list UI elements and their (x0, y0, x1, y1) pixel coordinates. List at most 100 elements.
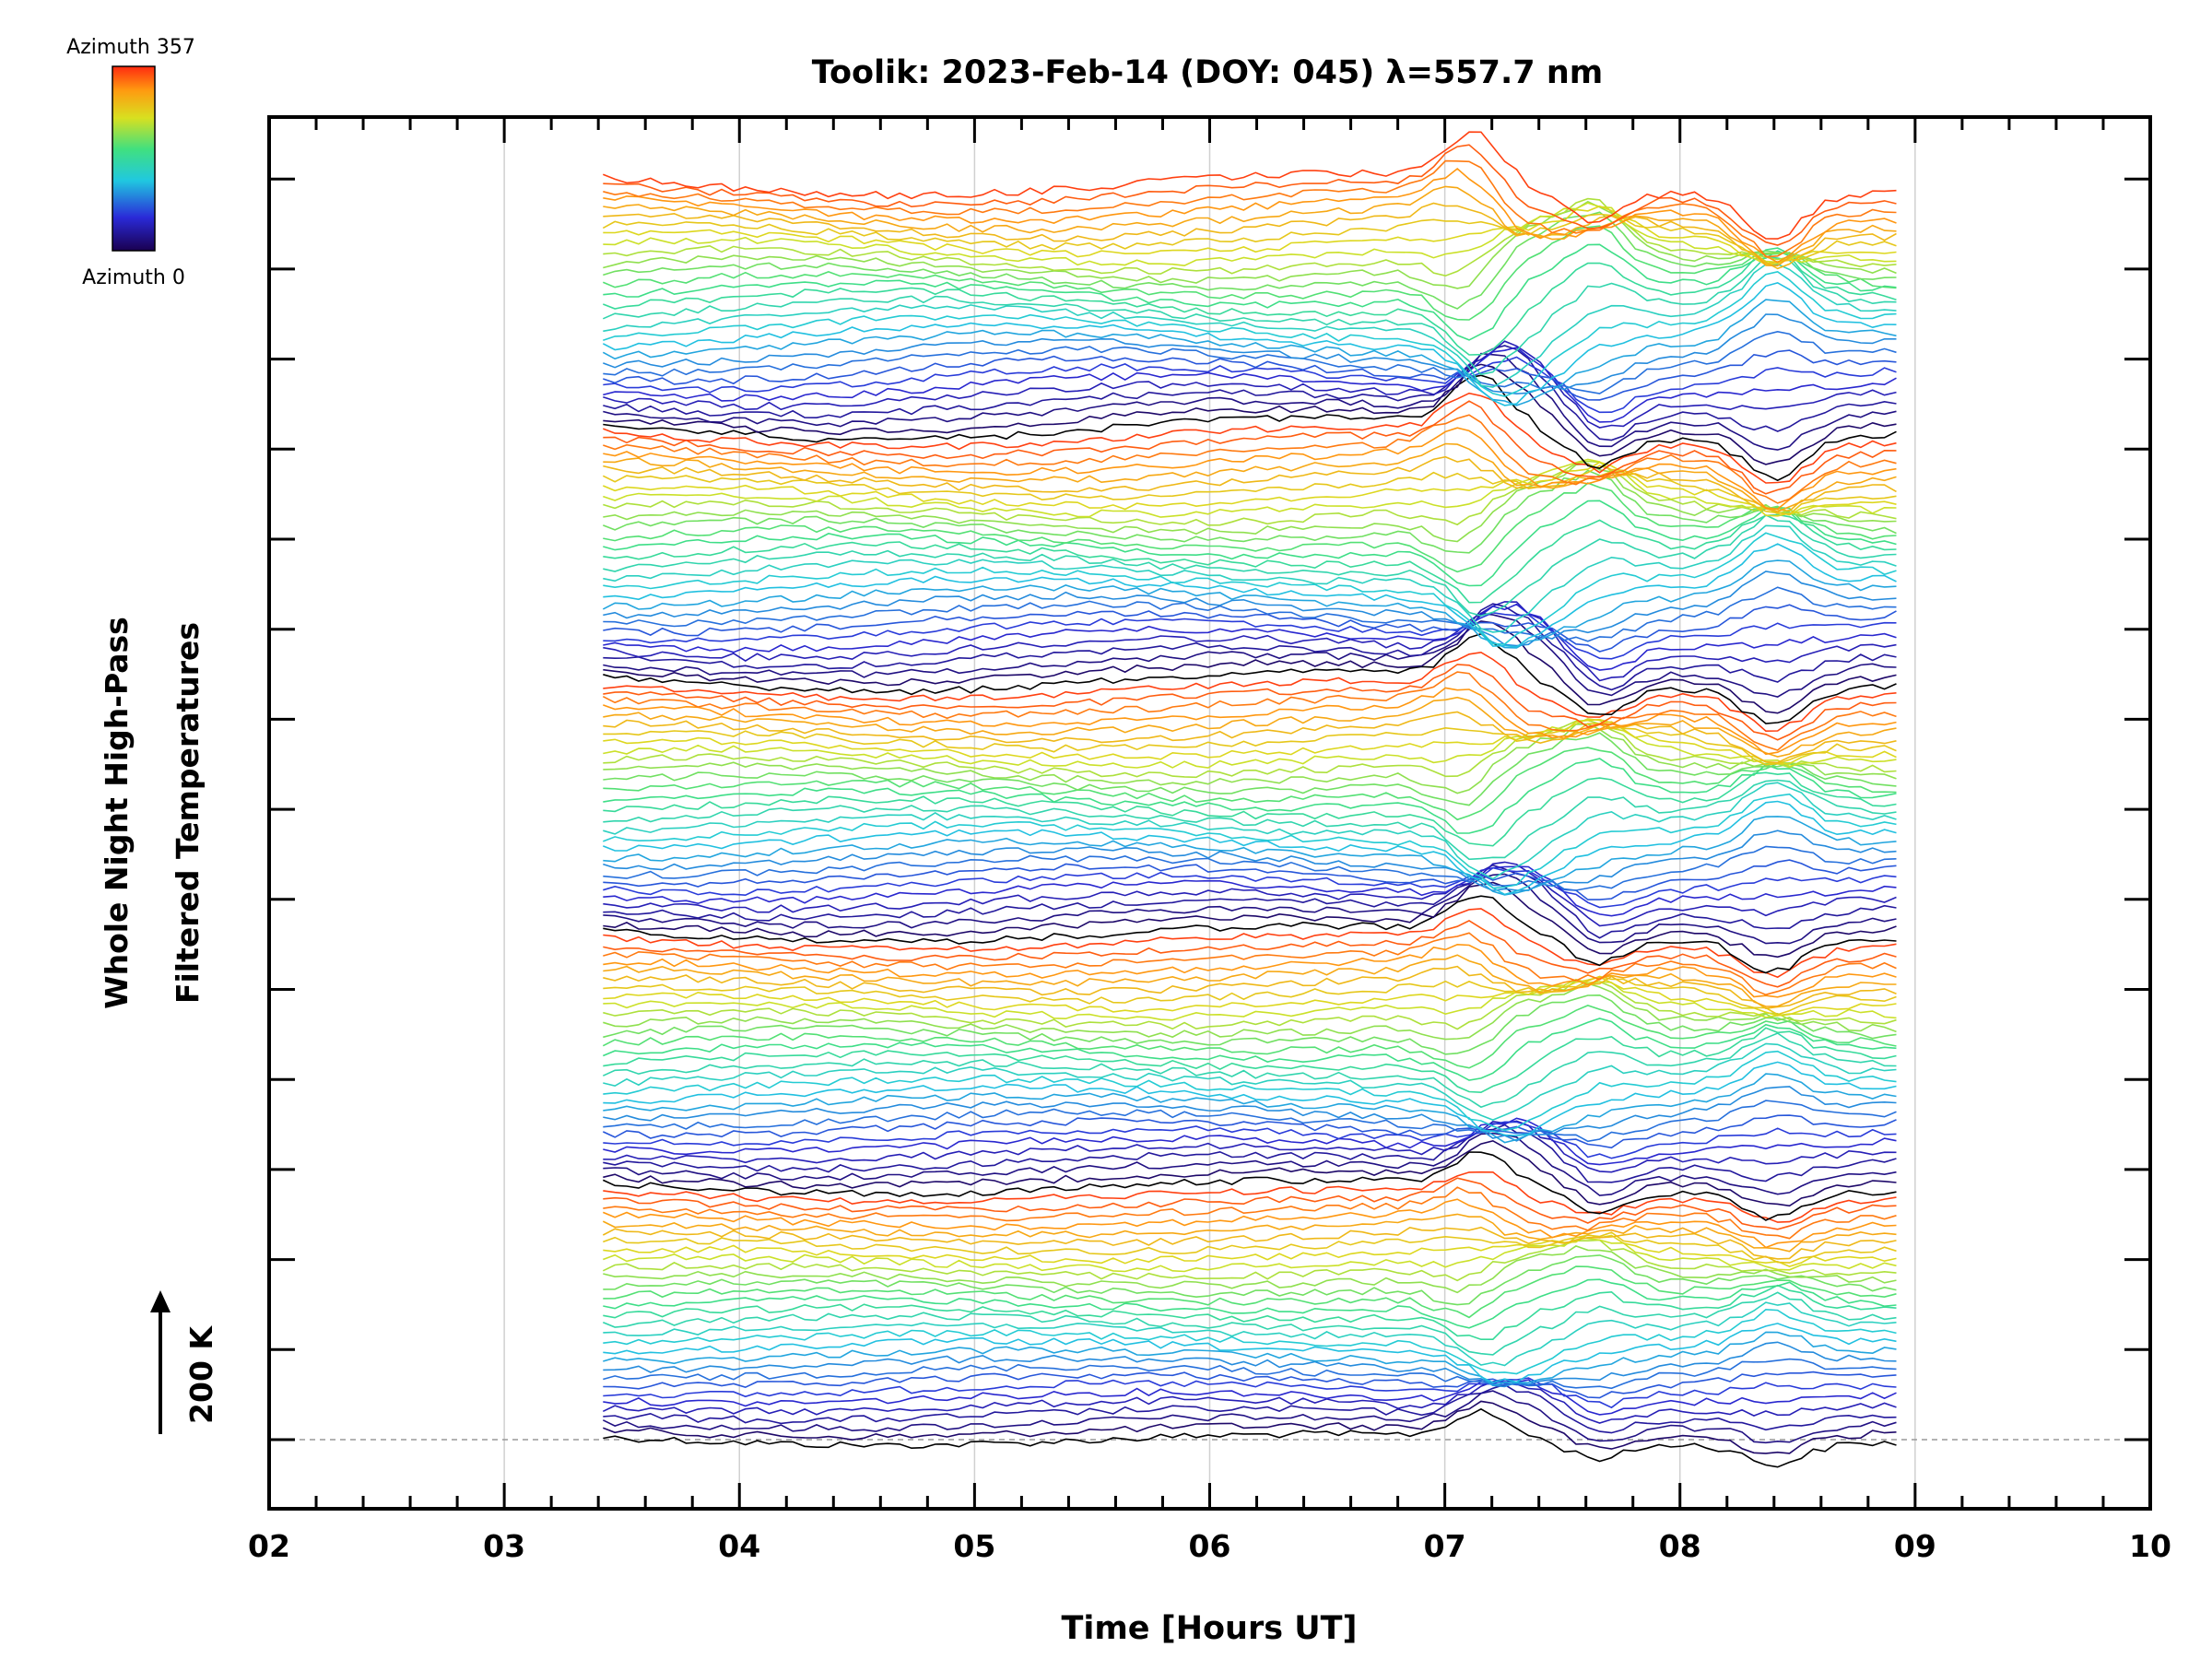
temperature-trace (603, 1291, 1897, 1356)
temperature-trace (603, 340, 1897, 429)
temperature-trace (603, 982, 1897, 1041)
temperature-trace (603, 374, 1897, 482)
temperature-trace (603, 460, 1897, 526)
temperature-traces (602, 131, 1897, 1468)
temperature-trace (603, 612, 1897, 698)
temperature-trace (603, 271, 1897, 397)
temperature-trace (602, 1378, 1897, 1424)
temperature-trace (603, 1171, 1897, 1223)
temperature-trace (603, 1231, 1897, 1264)
temperature-trace (603, 954, 1897, 1007)
temperature-trace (603, 197, 1897, 277)
x-tick-label: 04 (718, 1528, 760, 1564)
temperature-trace (603, 1245, 1897, 1294)
temperature-trace (603, 202, 1897, 267)
temperature-trace (602, 559, 1897, 649)
x-tick-label: 02 (248, 1528, 290, 1564)
temperature-trace (603, 400, 1897, 495)
scale-indicator: 200 K (150, 1290, 219, 1434)
colorbar: Azimuth 357 Azimuth 0 (66, 36, 195, 289)
temperature-trace (603, 975, 1897, 1016)
temperature-trace (603, 345, 1897, 441)
temperature-trace (603, 979, 1897, 1030)
temperature-trace (603, 1377, 1897, 1409)
temperature-trace (602, 1018, 1897, 1081)
temperature-trace (602, 1114, 1897, 1149)
temperature-trace (603, 793, 1897, 889)
temperature-trace (602, 1198, 1897, 1249)
temperature-trace (602, 1226, 1897, 1260)
temperature-trace (603, 532, 1897, 645)
temperature-trace (603, 800, 1897, 896)
scale-arrow-head (150, 1290, 171, 1312)
temperature-trace (603, 830, 1897, 892)
temperature-trace (603, 1177, 1897, 1230)
temperature-trace (603, 976, 1897, 1017)
chart-title: Toolik: 2023-Feb-14 (DOY: 045) λ=557.7 n… (812, 54, 1603, 91)
temperature-trace (603, 1284, 1897, 1340)
temperature-trace (603, 978, 1897, 1021)
temperature-trace (603, 392, 1897, 484)
temperature-trace (603, 1132, 1897, 1196)
y-axis-label-line2: Filtered Temperatures (170, 622, 206, 1004)
temperature-trace (603, 200, 1897, 289)
temperature-trace (603, 250, 1897, 356)
temperature-trace (603, 1050, 1897, 1132)
temperature-trace (603, 601, 1897, 682)
temperature-trace (602, 255, 1897, 376)
temperature-trace (603, 603, 1897, 671)
x-tick-label: 10 (2129, 1528, 2171, 1564)
temperature-trace (603, 779, 1897, 861)
temperature-trace (603, 524, 1897, 633)
x-axis-label: Time [Hours UT] (1061, 1610, 1357, 1647)
temperature-trace (603, 1061, 1897, 1137)
temperature-trace (603, 1265, 1897, 1319)
temperature-trace (603, 414, 1897, 504)
temperature-trace (602, 1032, 1897, 1109)
temperature-trace (603, 349, 1897, 401)
x-tick-label: 06 (1189, 1528, 1231, 1564)
scale-label: 200 K (183, 1325, 219, 1424)
temperature-trace (603, 1308, 1897, 1375)
temperature-trace (603, 131, 1897, 240)
temperature-trace (603, 1086, 1897, 1142)
temperature-trace (603, 455, 1897, 512)
temperature-trace (602, 281, 1897, 406)
temperature-trace (603, 651, 1897, 733)
temperature-trace (603, 513, 1897, 617)
temperature-trace (603, 664, 1897, 741)
temperature-trace (603, 500, 1897, 587)
temperature-trace (603, 732, 1897, 806)
temperature-trace (603, 263, 1897, 388)
temperature-trace (602, 465, 1897, 515)
temperature-trace (603, 1371, 1897, 1399)
temperature-trace (603, 866, 1897, 909)
temperature-trace (602, 1005, 1897, 1069)
temperature-trace (603, 611, 1897, 660)
temperature-trace (602, 1239, 1897, 1282)
temperature-trace (603, 1278, 1897, 1329)
temperature-trace (603, 543, 1897, 648)
temperature-trace (603, 1027, 1897, 1094)
temperature-trace (603, 873, 1897, 945)
temperature-trace (603, 696, 1897, 758)
temperature-trace (603, 881, 1897, 959)
y-axis-label-line1: Whole Night High-Pass (99, 617, 135, 1009)
temperature-trace (603, 994, 1897, 1055)
temperature-trace (603, 427, 1897, 511)
colorbar-top-label: Azimuth 357 (66, 36, 195, 59)
temperature-trace (603, 313, 1897, 395)
temperature-trace (603, 632, 1897, 724)
temperature-trace (603, 513, 1897, 604)
temperature-trace (602, 1151, 1897, 1221)
temperature-trace (603, 908, 1897, 979)
temperature-trace (603, 895, 1897, 974)
temperature-trace (603, 1124, 1897, 1183)
temperature-trace (603, 816, 1897, 896)
temperature-trace (603, 243, 1897, 341)
temperature-trace (603, 747, 1897, 821)
temperature-trace (603, 1139, 1897, 1207)
temperature-trace (603, 1323, 1897, 1383)
temperature-trace (603, 1301, 1897, 1367)
temperature-trace (603, 723, 1897, 794)
